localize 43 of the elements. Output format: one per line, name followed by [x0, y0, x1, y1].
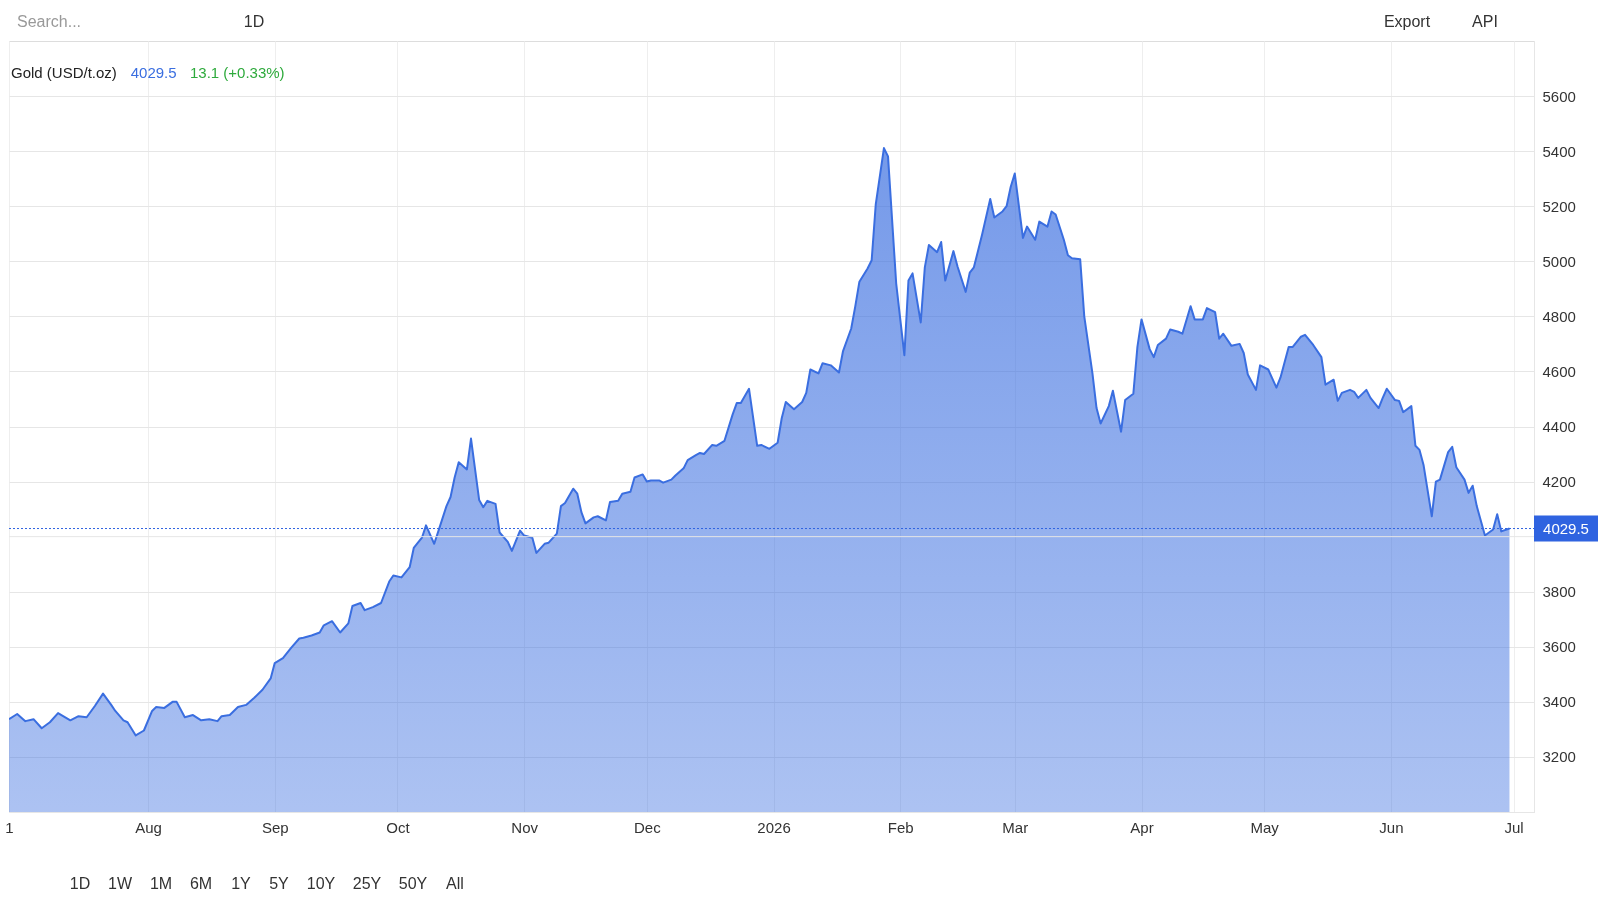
y-tick-label: 5400 — [1542, 142, 1576, 160]
y-tick-label: 3400 — [1542, 693, 1576, 711]
x-tick-label: Apr — [1130, 818, 1154, 836]
y-tick-label: 4200 — [1542, 473, 1576, 491]
x-tick-label: Feb — [887, 818, 914, 836]
y-tick-label: 4600 — [1542, 362, 1576, 380]
x-tick-label: Jul — [1504, 818, 1524, 836]
y-tick-label: 5200 — [1542, 197, 1576, 215]
x-tick-label: 2026 — [757, 818, 791, 836]
text: 10Y — [306, 875, 336, 892]
text: 50Y — [398, 875, 428, 892]
x-tick-label: 1 — [5, 818, 14, 836]
y-tick-label: 5000 — [1542, 252, 1576, 270]
x-tick-label: Nov — [511, 818, 539, 836]
text: Search... — [17, 13, 82, 30]
x-tick-label: Aug — [135, 818, 162, 836]
text: 1Y — [231, 875, 252, 892]
text: Gold (USD/t.oz) — [11, 64, 117, 81]
annotation: 13.1 (+0.33%) — [189, 64, 285, 81]
x-tick-label: Mar — [1002, 818, 1029, 836]
x-tick-label: Sep — [261, 818, 289, 836]
text: 6M — [189, 875, 213, 892]
y-tick-label: 4400 — [1542, 418, 1576, 435]
y-tick-label: 3800 — [1542, 583, 1576, 601]
x-tick-label: Jun — [1379, 818, 1404, 836]
x-tick-label: Dec — [633, 818, 662, 836]
y-tick-label: 5600 — [1542, 87, 1576, 105]
text: 5Y — [269, 875, 290, 892]
text: 1M — [149, 875, 173, 892]
text: 1D — [243, 13, 265, 30]
text: API — [1472, 13, 1498, 30]
text: Export — [1383, 13, 1431, 30]
x-tick-label: Oct — [386, 818, 411, 836]
text: All — [446, 875, 464, 892]
y-tick-label: 3200 — [1542, 748, 1576, 766]
y-tick-label: 4800 — [1542, 307, 1576, 325]
y-tick-label: 3600 — [1542, 638, 1576, 656]
text: 1D — [69, 875, 91, 892]
x-tick-label: May — [1250, 818, 1280, 836]
ref-line-label: 4029.5 — [1543, 519, 1589, 537]
annotation: 4029.5 — [130, 64, 177, 81]
text: 25Y — [352, 875, 382, 892]
text: 1W — [108, 875, 133, 892]
